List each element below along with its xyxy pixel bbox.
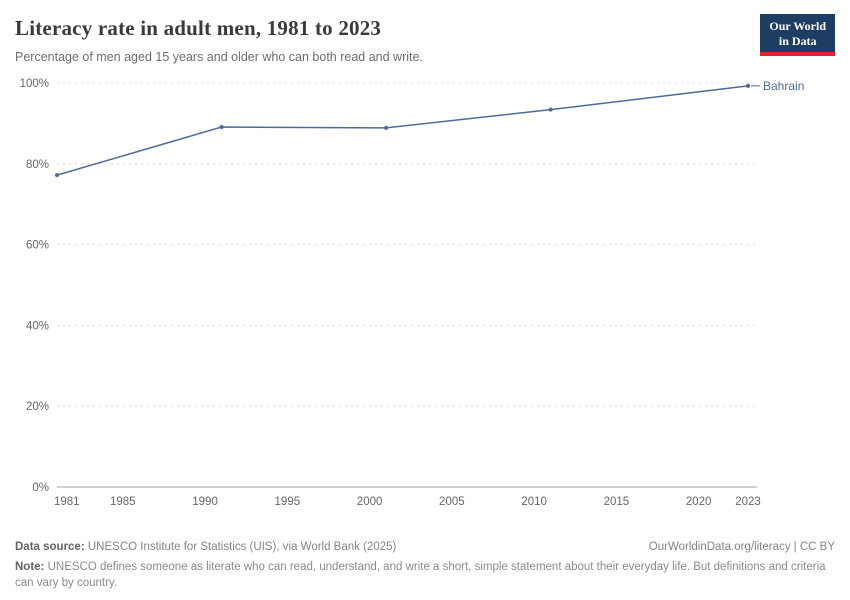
x-tick-label: 2015 bbox=[604, 496, 630, 508]
x-tick-label: 2005 bbox=[439, 496, 465, 508]
y-tick-label: 100% bbox=[20, 78, 49, 90]
data-point-marker[interactable] bbox=[746, 83, 750, 88]
chart-subtitle: Percentage of men aged 15 years and olde… bbox=[15, 50, 423, 64]
series-line bbox=[56, 85, 749, 176]
page-title: Literacy rate in adult men, 1981 to 2023 bbox=[15, 16, 382, 40]
data-point-marker[interactable] bbox=[384, 125, 389, 130]
data-source-row: Data source: UNESCO Institute for Statis… bbox=[15, 539, 835, 556]
x-tick-label: 1995 bbox=[275, 496, 301, 508]
data-point-marker[interactable] bbox=[219, 125, 224, 130]
x-tick-label: 2023 bbox=[735, 496, 761, 508]
y-tick-label: 0% bbox=[32, 482, 49, 494]
x-tick-label: 2020 bbox=[686, 496, 712, 508]
chart-area[interactable]: 0% 20% 40% 60% 80% 100% 1981 1985 1990 1995 2000 20… bbox=[0, 68, 850, 518]
owid-logo-line2: in Data bbox=[778, 34, 817, 48]
footer: Data source: UNESCO Institute for Statis… bbox=[15, 539, 835, 592]
data-point-marker[interactable] bbox=[548, 107, 553, 112]
x-tick-label: 1985 bbox=[110, 496, 136, 508]
y-tick-label: 80% bbox=[26, 159, 49, 171]
x-tick-label: 2000 bbox=[357, 496, 383, 508]
y-tick-label: 40% bbox=[26, 320, 49, 332]
note-label: Note: bbox=[15, 560, 45, 573]
data-source: Data source: UNESCO Institute for Statis… bbox=[15, 539, 396, 556]
entity-label[interactable]: Bahrain bbox=[763, 79, 804, 93]
x-tick-label: 1990 bbox=[192, 496, 218, 508]
owid-logo-line1: Our World bbox=[769, 19, 826, 33]
data-source-label: Data source: bbox=[15, 540, 85, 553]
owid-logo[interactable]: Our World in Data bbox=[760, 14, 835, 56]
y-tick-label: 20% bbox=[26, 401, 49, 413]
note: Note: UNESCO defines someone as literate… bbox=[15, 559, 835, 592]
data-point-marker[interactable] bbox=[55, 173, 59, 178]
line-chart[interactable]: 0% 20% 40% 60% 80% 100% 1981 1985 1990 1995 2000 20… bbox=[0, 68, 850, 513]
x-tick-label: 2010 bbox=[521, 496, 547, 508]
data-source-text: UNESCO Institute for Statistics (UIS), v… bbox=[84, 540, 397, 553]
x-tick-label: 1981 bbox=[54, 496, 80, 508]
chart-header: Literacy rate in adult men, 1981 to 2023… bbox=[0, 0, 850, 64]
y-tick-label: 60% bbox=[26, 240, 49, 252]
credit-link[interactable]: OurWorldinData.org/literacy | CC BY bbox=[648, 540, 835, 553]
note-text: UNESCO defines someone as literate who c… bbox=[15, 560, 826, 590]
